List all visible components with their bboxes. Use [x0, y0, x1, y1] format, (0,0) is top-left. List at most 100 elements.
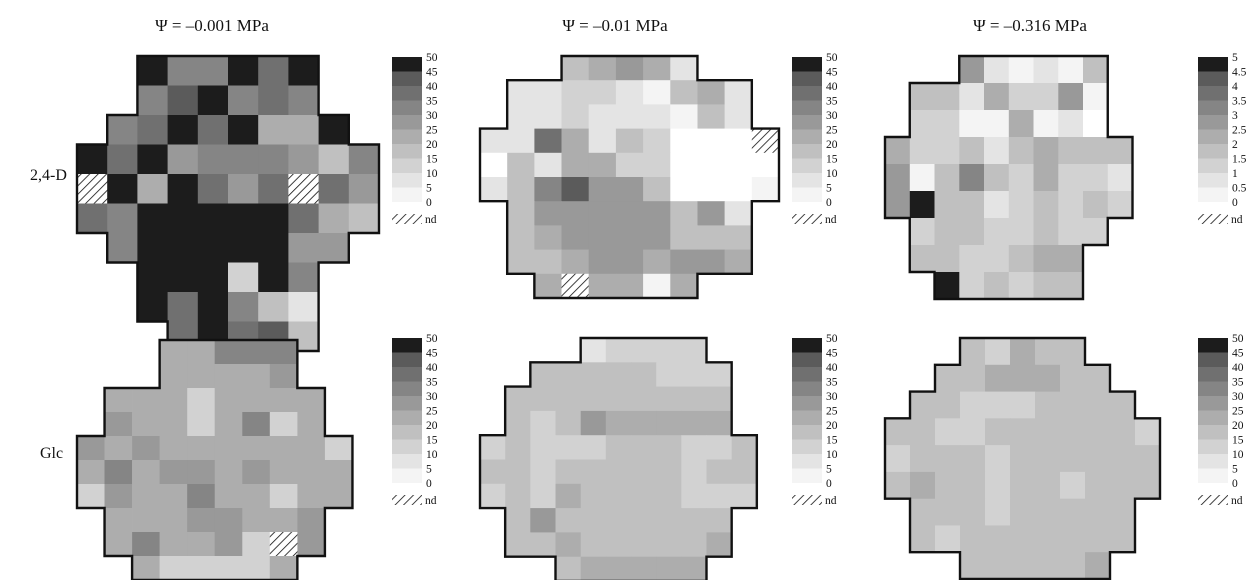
legend-swatch [792, 129, 822, 144]
heatmap-cell [1060, 498, 1086, 526]
heatmap-cell [631, 532, 657, 558]
heatmap-cell [1085, 471, 1111, 500]
heatmap-cell [269, 556, 298, 580]
heatmap-cell [505, 435, 531, 460]
legend-swatch [1198, 338, 1228, 353]
legend-tick-label: 15 [426, 154, 438, 166]
heatmap-cell [1083, 137, 1109, 165]
legend-tick-label: 1 [1232, 168, 1238, 180]
heatmap-cell [697, 177, 726, 202]
heatmap-cell [697, 249, 726, 275]
legend-nd-label: nd [1231, 214, 1243, 226]
heatmap-cell [228, 292, 259, 322]
heatmap-cell [1035, 471, 1061, 500]
heatmap-cell [960, 445, 986, 473]
legend-swatch [392, 187, 422, 202]
heatmap-cell [934, 83, 960, 111]
legend-tick-label: 5 [1232, 464, 1238, 476]
legend-tick-label: 0 [1232, 478, 1238, 490]
heatmap-cell [288, 203, 319, 234]
heatmap-cell [534, 152, 562, 178]
legend-swatch [392, 129, 422, 144]
heatmap-cell [561, 177, 590, 202]
heatmap-cell [643, 177, 671, 202]
legend-scale-3: 5 4.5 4 3.5 3 2.5 2 1.5 1 0.5 0 nd [1198, 52, 1247, 226]
heatmap-cell [197, 233, 229, 263]
heatmap-cell [706, 362, 733, 387]
heatmap-cell [561, 249, 590, 275]
legend-swatch [792, 425, 822, 440]
heatmap-cell [242, 340, 271, 365]
heatmap-cell [297, 436, 326, 461]
legend-tick-label: 50 [1232, 333, 1244, 345]
heatmap-cell [631, 508, 657, 533]
heatmap-cell [555, 386, 582, 412]
heatmap-cell [934, 137, 960, 165]
heatmap-cell [615, 128, 644, 154]
column-title-1: Ψ = –0.001 MPa [155, 16, 269, 35]
heatmap-cell [1033, 245, 1059, 273]
heatmap-cell [631, 435, 657, 460]
legend-swatch [1198, 129, 1228, 144]
heatmap-cell [910, 525, 936, 553]
legend-tick-label: 45 [826, 67, 838, 79]
heatmap-cell [258, 56, 289, 86]
legend-swatch [792, 71, 822, 86]
heatmap-cell [1010, 471, 1036, 500]
legend-nd-swatch [392, 495, 422, 505]
heatmap-cell [1035, 364, 1061, 392]
legend-swatch [392, 338, 422, 353]
heatmap-cell [1010, 364, 1036, 392]
heatmap-cell [1060, 338, 1086, 366]
legend-tick-label: 10 [1232, 449, 1244, 461]
heatmap-cell [258, 203, 289, 234]
heatmap-cell [580, 362, 607, 387]
heatmap-cell [580, 410, 607, 436]
heatmap-cell [1035, 418, 1061, 446]
heatmap-cell [1033, 110, 1059, 138]
heatmap-cell [228, 144, 259, 175]
legend-tick-label: 45 [426, 348, 438, 360]
legend-swatch [392, 367, 422, 382]
heatmap-cell [656, 508, 682, 533]
heatmap-cell [959, 191, 985, 219]
legend-swatch [792, 158, 822, 173]
heatmap-cell [656, 435, 682, 460]
heatmap-cell [1035, 552, 1061, 580]
heatmap-cell [706, 532, 733, 558]
heatmap-cell [159, 436, 188, 461]
legend-nd-swatch [1198, 214, 1228, 224]
heatmap-cell [580, 508, 607, 533]
heatmap-cell [534, 201, 562, 226]
heatmap-cell [985, 498, 1011, 526]
heatmap-cell [107, 144, 138, 175]
heatmap-cell [935, 391, 961, 419]
heatmap-cell [909, 218, 935, 246]
row-label-1: 2,4-D [30, 167, 67, 184]
heatmap-cell [670, 177, 698, 202]
heatmap-cell [187, 556, 216, 580]
heatmap-cell [1110, 418, 1136, 446]
heatmap-cell [561, 273, 590, 299]
heatmap-cell [505, 483, 531, 509]
heatmap-panel-4 [75, 338, 354, 580]
heatmap-cell [1083, 218, 1109, 246]
legend-tick-label: 2.5 [1232, 125, 1247, 137]
heatmap-cell [269, 340, 298, 365]
heatmap-cell [1058, 191, 1084, 219]
heatmap-cell [318, 115, 350, 145]
legend-tick-label: 45 [1232, 348, 1244, 360]
legend-tick-label: 4 [1232, 81, 1238, 93]
heatmap-cell [1010, 552, 1036, 580]
heatmap-cell [681, 556, 707, 580]
heatmap-cell [656, 338, 682, 363]
heatmap-cell [724, 104, 753, 129]
heatmap-cell [960, 525, 986, 553]
heatmap-cell [697, 104, 726, 129]
heatmap-cell [1110, 525, 1136, 553]
legend-swatch [392, 352, 422, 367]
legend-tick-label: 20 [426, 139, 438, 151]
heatmap-cell [697, 128, 726, 154]
